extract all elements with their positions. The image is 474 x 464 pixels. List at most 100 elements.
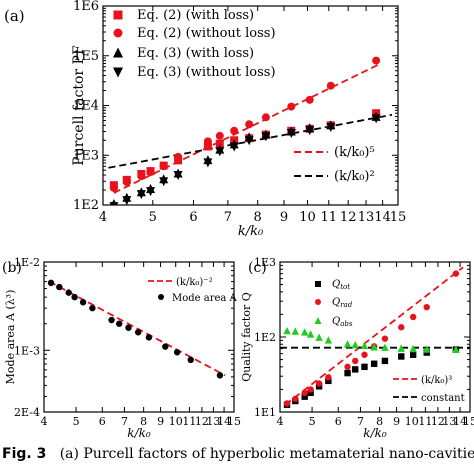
data-point <box>145 334 153 341</box>
y-tick-label: 1E5 <box>73 49 99 64</box>
y-axis-label: Quality factor Q <box>240 292 253 381</box>
data-point <box>116 320 123 327</box>
data-point <box>146 168 155 177</box>
data-point <box>361 351 368 358</box>
x-tick-label: 7 <box>121 415 128 428</box>
data-point <box>203 142 212 151</box>
data-point <box>71 293 78 301</box>
legend-label: Mode area A <box>172 293 238 304</box>
legend-marker <box>113 10 123 20</box>
x-tick-label: 14 <box>217 415 231 428</box>
legend-label: Eq. (2) (without loss) <box>137 26 276 41</box>
x-tick-label: 9 <box>157 415 164 428</box>
x-tick-label: 4 <box>99 210 107 225</box>
x-axis-label: k/k₀ <box>238 224 264 239</box>
plot-area <box>280 266 470 408</box>
data-point <box>261 113 270 122</box>
data-point <box>122 177 131 186</box>
data-point <box>370 360 378 367</box>
x-tick-label: 5 <box>149 210 157 225</box>
x-tick-label: 13 <box>442 415 456 428</box>
x-tick-label: 12 <box>195 415 209 428</box>
data-point <box>398 353 405 360</box>
data-point <box>452 270 460 277</box>
x-tick-label: 12 <box>340 210 357 225</box>
legend-label: (k/k₀)² <box>334 169 375 184</box>
data-point <box>159 162 168 171</box>
y-axis: 1E2 1E3 1E4 1E5 1E6 <box>73 0 398 213</box>
panel-label: (a) <box>4 7 25 25</box>
data-point <box>261 132 271 142</box>
panel-label: (c) <box>248 260 267 276</box>
data-point <box>216 372 224 379</box>
data-point <box>47 279 55 287</box>
x-tick-label: 6 <box>189 210 197 225</box>
data-point <box>398 324 405 331</box>
data-point <box>315 333 323 341</box>
caption-label: Fig. 3 <box>2 446 47 462</box>
x-tick-label: 6 <box>335 415 342 428</box>
x-tick-label: 10 <box>169 415 183 428</box>
data-point <box>203 137 212 146</box>
fit-line <box>113 62 382 194</box>
data-point <box>307 386 314 393</box>
data-point <box>307 389 314 397</box>
fit-line <box>284 266 464 406</box>
legend-label: (k/k₀)⁵ <box>334 145 375 160</box>
data-point <box>344 369 351 377</box>
data-point <box>381 357 389 365</box>
data-point <box>409 351 417 358</box>
x-tick-label: 11 <box>182 415 196 428</box>
figure-caption: Fig. 3 (a) Purcell factors of hyperbolic… <box>2 444 474 464</box>
x-tick-label: 15 <box>463 415 474 428</box>
data-point <box>230 126 239 135</box>
y-tick-label: 1E-3 <box>14 344 40 357</box>
x-axis-label: k/k₀ <box>127 426 151 440</box>
data-point <box>134 329 142 336</box>
legend-label: Eq. (3) (with loss) <box>137 46 254 61</box>
data-point <box>286 129 296 139</box>
y-axis: 1E1 1E2 1E3 <box>254 256 470 419</box>
data-point <box>109 202 119 205</box>
x-tick-label: 11 <box>418 415 432 428</box>
legend-marker <box>315 281 321 287</box>
data-point <box>324 336 333 344</box>
data-point <box>122 196 132 205</box>
data-point <box>173 349 181 356</box>
data-point <box>397 344 405 352</box>
data-point <box>423 303 430 311</box>
data-point <box>108 316 115 324</box>
x-tick-label: 10 <box>405 415 419 428</box>
x-tick-label: 5 <box>73 415 80 428</box>
caption-text: (a) Purcell factors of hyperbolic metama… <box>59 446 474 462</box>
data-point <box>174 152 183 161</box>
x-tick-label: 8 <box>376 415 383 428</box>
legend-label: (k/k₀)³ <box>421 375 452 386</box>
data-point <box>351 340 359 349</box>
y-tick-label: 1E-2 <box>14 256 40 269</box>
legend: (k/k₀)⁻² Mode area A <box>148 277 238 304</box>
x-tick-label: 5 <box>309 415 316 428</box>
x-tick-label: 4 <box>41 415 48 428</box>
fit-line <box>48 280 226 377</box>
data-point <box>352 366 359 373</box>
data-point <box>452 345 460 353</box>
x-tick-label: 7 <box>357 415 364 428</box>
x-tick-label: 7 <box>224 210 232 225</box>
data-point <box>89 304 96 312</box>
legend-marker <box>158 294 164 300</box>
x-tick-label: 15 <box>390 210 407 225</box>
data-series <box>283 270 460 407</box>
plot-area <box>108 56 393 205</box>
data-point <box>325 374 332 381</box>
x-tick-label: 4 <box>277 415 284 428</box>
x-tick-label: 14 <box>374 210 391 225</box>
data-point <box>56 283 63 291</box>
legend: Qtot Qrad Qabs (k/k₀)³ constant <box>314 279 465 404</box>
y-tick-label: 1E6 <box>73 0 99 14</box>
